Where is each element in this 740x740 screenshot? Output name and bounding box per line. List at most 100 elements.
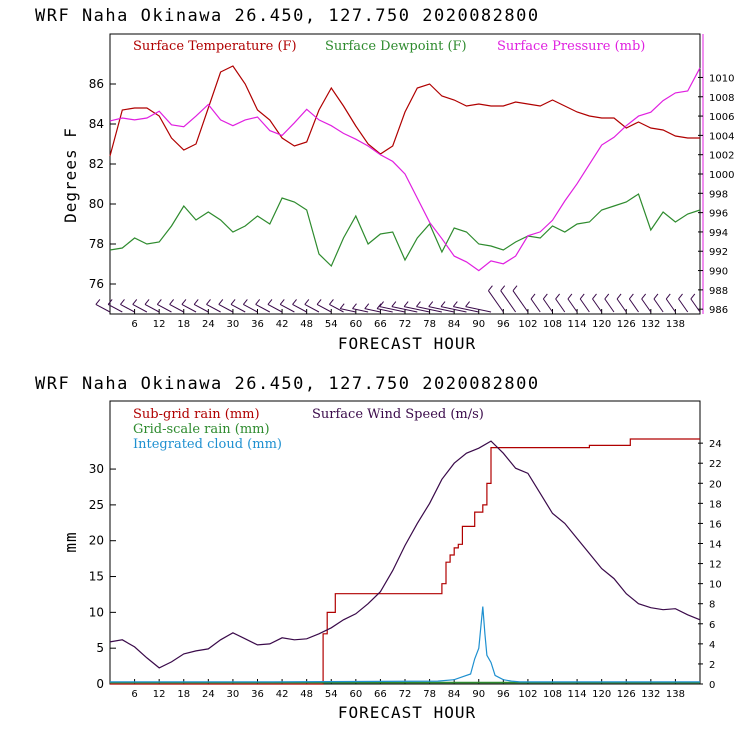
y2-tick-label: 1006 — [709, 112, 734, 123]
y2-tick-label: 0 — [709, 680, 715, 691]
x-tick-label: 114 — [568, 689, 587, 700]
x-tick-label: 54 — [325, 319, 338, 330]
wind-barb-flag — [488, 285, 493, 292]
series-line-sub-grid-rain — [110, 438, 700, 685]
wind-barb — [428, 306, 455, 313]
wind-barb — [340, 308, 356, 313]
bottom-x-axis-label: FORECAST HOUR — [338, 703, 476, 722]
y2-tick-label: 1000 — [709, 170, 734, 181]
y2-tick-label: 2 — [709, 660, 715, 671]
x-tick-label: 12 — [153, 319, 166, 330]
wind-barb — [678, 298, 689, 313]
y2-tick-label: 10 — [709, 580, 722, 591]
wind-barb-flag — [512, 285, 518, 292]
y2-tick-label: 998 — [709, 189, 728, 200]
wind-barb-flag — [465, 301, 471, 307]
y2-tick-label: 20 — [709, 479, 722, 490]
x-tick-label: 30 — [227, 319, 240, 330]
wind-barb-flag — [391, 301, 397, 307]
wind-barb-flag — [579, 293, 585, 300]
x-tick-label: 30 — [227, 689, 240, 700]
y2-tick-label: 1010 — [709, 73, 734, 84]
wind-barb — [230, 304, 246, 313]
series-line-surface-wind-speed — [109, 440, 701, 669]
x-tick-label: 102 — [518, 319, 537, 330]
x-tick-label: 120 — [592, 319, 611, 330]
wind-barb — [352, 308, 369, 313]
wind-barb-flag — [255, 299, 261, 305]
bottom-chart-title: WRF Naha Okinawa 26.450, 127.750 2020082… — [35, 374, 540, 394]
x-tick-label: 138 — [666, 689, 685, 700]
bottom-x-ticks: 6 12 18 24 30 36 42 48 54 60 66 72 78 84 90 96 102 108 114… — [131, 679, 685, 700]
legend-integrated-cloud: Integrated cloud (mm) — [133, 437, 282, 452]
wind-barb — [628, 298, 639, 313]
y2-tick-label: 996 — [709, 209, 728, 220]
y-tick-label: 25 — [89, 498, 104, 512]
y2-tick-label: 992 — [709, 247, 728, 258]
x-tick-label: 96 — [497, 689, 510, 700]
x-tick-label: 48 — [300, 689, 313, 700]
x-tick-label: 36 — [251, 689, 264, 700]
wind-barb — [157, 304, 172, 313]
series-line-surface-temperature — [109, 65, 700, 157]
x-tick-label: 48 — [300, 319, 313, 330]
wind-barb-flag — [500, 285, 506, 292]
wind-barb — [453, 306, 479, 313]
wind-barb-flag — [120, 299, 125, 305]
x-tick-label: 72 — [399, 689, 412, 700]
x-tick-label: 96 — [497, 319, 510, 330]
wind-barb — [592, 298, 603, 313]
x-tick-label: 66 — [374, 689, 387, 700]
wind-barb-flag — [641, 293, 647, 300]
x-tick-label: 36 — [251, 319, 264, 330]
top-chart-title: WRF Naha Okinawa 26.450, 127.750 2020082… — [35, 6, 540, 26]
wind-barb-flag — [428, 301, 434, 307]
wind-barb-flag — [690, 293, 696, 300]
x-tick-label: 102 — [518, 689, 537, 700]
wind-barb-flag — [292, 299, 297, 305]
x-tick-label: 78 — [423, 319, 436, 330]
wind-barb — [641, 298, 652, 313]
wind-barb — [181, 304, 197, 313]
y2-tick-label: 24 — [709, 439, 722, 450]
wind-barb-flag — [144, 299, 150, 305]
wind-barb-flag — [352, 303, 357, 309]
wind-barb-flag — [181, 299, 187, 305]
wind-barb-flag — [616, 293, 622, 300]
legend-grid-scale-rain: Grid-scale rain (mm) — [133, 422, 270, 437]
wind-barb — [304, 304, 320, 313]
y-tick-label: 80 — [89, 197, 104, 211]
x-tick-label: 66 — [374, 319, 387, 330]
wind-barb-flag — [665, 293, 671, 300]
wind-barb — [316, 304, 332, 313]
y-tick-label: 20 — [89, 534, 104, 548]
wind-barb — [616, 298, 627, 313]
wind-barb — [193, 304, 209, 313]
wind-barb-flag — [156, 299, 162, 305]
x-tick-label: 18 — [177, 319, 190, 330]
y2-tick-label: 8 — [709, 600, 715, 611]
x-tick-label: 6 — [131, 319, 137, 330]
y2-tick-label: 18 — [709, 499, 722, 510]
legend-surface-pressure: Surface Pressure (mb) — [497, 39, 645, 54]
top-y-ticks: 76 78 80 82 84 86 — [89, 77, 116, 291]
x-tick-label: 108 — [543, 689, 562, 700]
top-x-axis-label: FORECAST HOUR — [338, 334, 476, 353]
wind-barb — [329, 304, 344, 313]
y-tick-label: 76 — [89, 277, 104, 291]
legend-surface-dewpoint: Surface Dewpoint (F) — [325, 39, 467, 54]
y-tick-label: 5 — [96, 641, 104, 655]
x-tick-label: 120 — [592, 689, 611, 700]
y-tick-label: 10 — [89, 605, 104, 619]
y2-tick-label: 990 — [709, 267, 728, 278]
top-y2-ticks: 986 988 990 992 994 996 998 1000 1002 1004 1006 100… — [698, 73, 734, 316]
series-line-integrated-cloud — [110, 606, 700, 683]
wind-barb — [206, 304, 221, 313]
wind-barb-flag — [304, 299, 310, 305]
y2-tick-label: 22 — [709, 459, 722, 470]
legend-sub-grid-rain: Sub-grid rain (mm) — [133, 407, 260, 422]
wind-barb — [95, 304, 111, 313]
wind-barb-flag — [530, 293, 536, 300]
y-tick-label: 86 — [89, 77, 104, 91]
wind-barb-flag — [376, 303, 382, 309]
